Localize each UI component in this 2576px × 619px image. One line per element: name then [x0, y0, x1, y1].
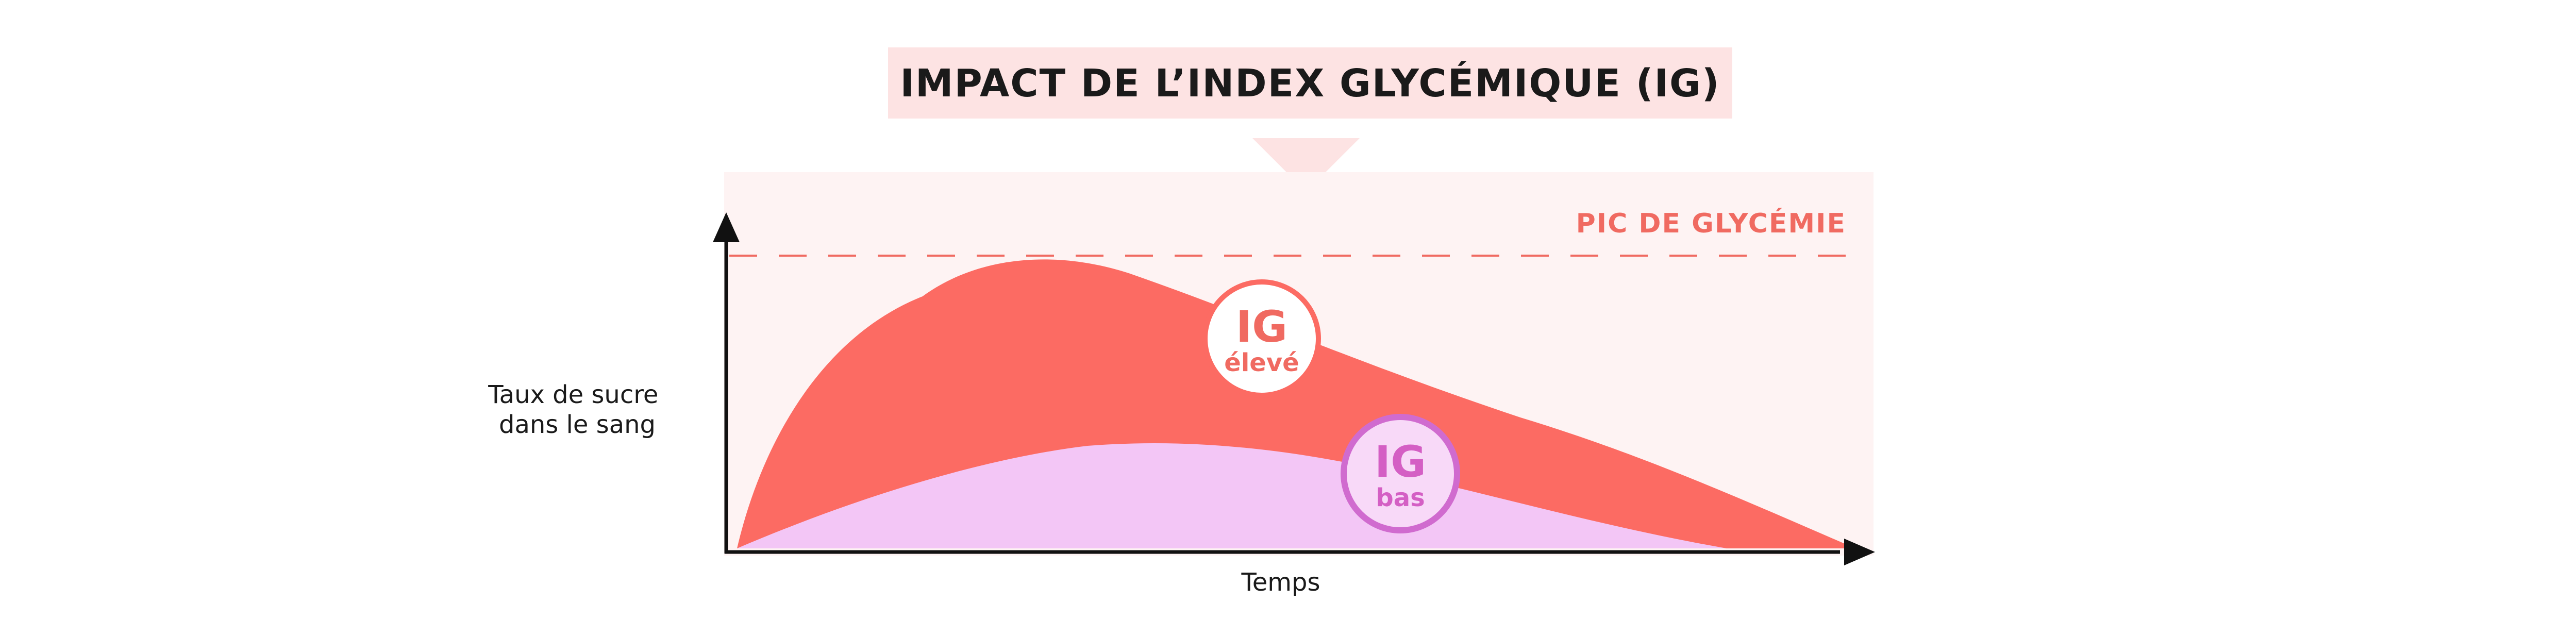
x-axis-label: Temps [1241, 568, 1320, 597]
y-axis-label-line-1: Taux de sucre [488, 380, 658, 409]
low-ig-badge-title: IG [1375, 437, 1426, 487]
y-axis-label-line-2: dans le sang [499, 410, 656, 439]
y-axis-arrow-icon [713, 212, 740, 242]
y-axis-label: Taux de sucre dans le sang [488, 380, 666, 439]
high-ig-badge-subtitle: élevé [1224, 348, 1299, 377]
title-pointer [1252, 138, 1360, 192]
x-axis-arrow-icon [1844, 539, 1875, 565]
high-ig-badge-title: IG [1236, 302, 1287, 352]
low-ig-curve-area [737, 443, 1727, 548]
peak-label: PIC DE GLYCÉMIE [1576, 208, 1846, 239]
title-band [888, 47, 1732, 119]
low-ig-badge-subtitle: bas [1376, 483, 1425, 512]
diagram-title: IMPACT DE L’INDEX GLYCÉMIQUE (IG) [900, 60, 1720, 106]
low-ig-badge [1341, 414, 1460, 533]
high-ig-badge [1202, 279, 1321, 398]
